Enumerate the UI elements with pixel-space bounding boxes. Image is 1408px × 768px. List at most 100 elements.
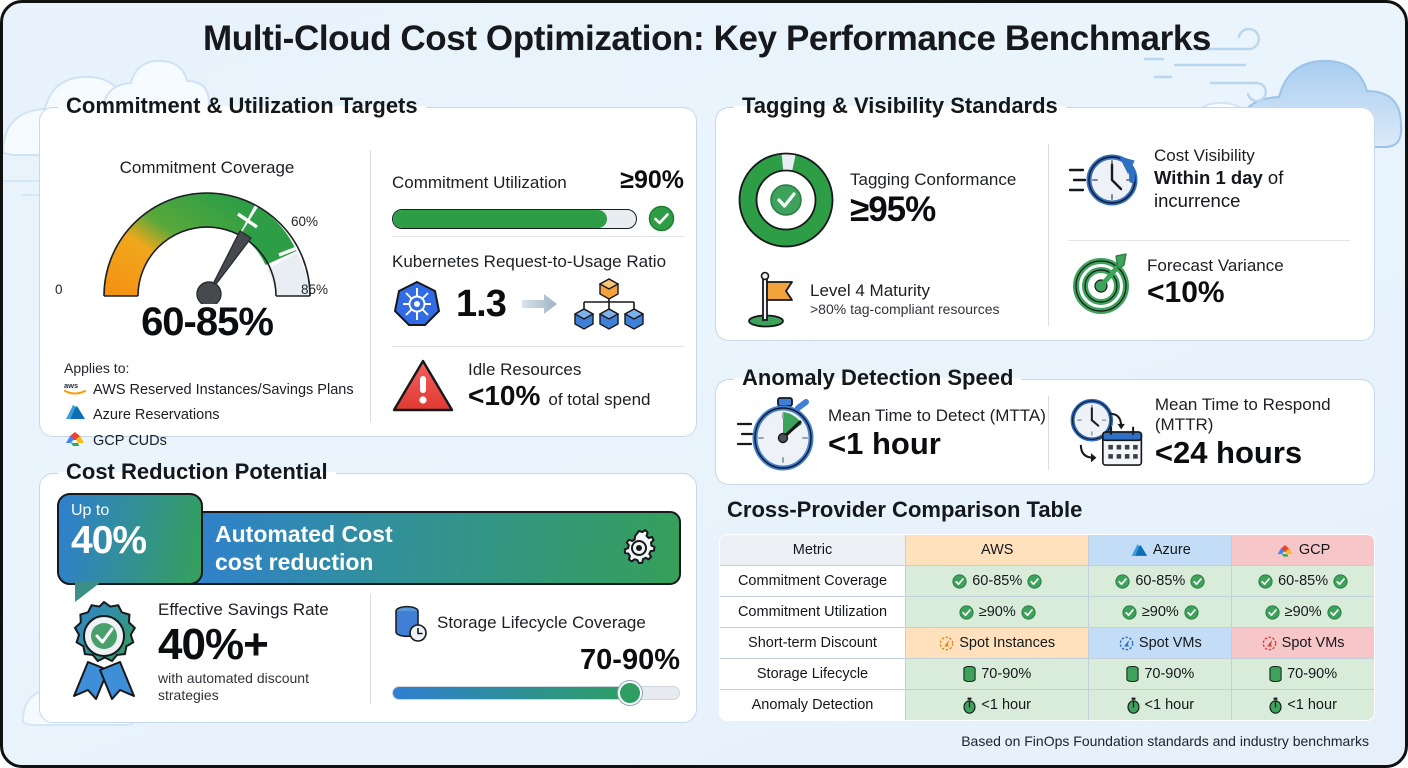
divider-vertical (370, 594, 371, 704)
donut-chart-icon (738, 152, 834, 248)
table-cell-gcp: 70-90% (1231, 658, 1374, 690)
tagging-conformance-block: Tagging Conformance ≥95% (736, 150, 1016, 250)
mtta-block: Mean Time to Detect (MTTA) <1 hour (736, 396, 1046, 472)
commitment-coverage-gauge: 0 60% 85% (55, 184, 357, 307)
table-row: Commitment Coverage 60-85% 60-85% 60-85% (720, 565, 1374, 597)
aws-logo-icon: aws (64, 380, 86, 400)
table-cell-azure: 70-90% (1088, 658, 1233, 690)
table-cell-gcp: 60-85% (1231, 565, 1374, 597)
list-item-label: Azure Reservations (93, 407, 220, 423)
panel-anomaly-detection: Anomaly Detection Speed Mean Time to Det… (715, 365, 1375, 485)
table-header-row: Metric AWS Azure (720, 535, 1374, 566)
divider (1068, 240, 1350, 241)
gauge-block: Commitment Coverage (52, 158, 362, 345)
table-row: Short-term Discount Spot Instances Spot VM… (720, 627, 1374, 659)
table-cell-metric: Anomaly Detection (720, 689, 906, 720)
gauge-value: 60-85% (141, 300, 274, 344)
commitment-utilization-progressbar (392, 208, 637, 229)
callout-up-to-label: Up to (71, 502, 110, 519)
table-cell-metric: Short-term Discount (720, 627, 906, 659)
mttr-value: <24 hours (1154, 435, 1303, 470)
storage-lifecycle-slider[interactable] (392, 681, 680, 705)
table-header-azure: Azure (1088, 535, 1233, 566)
table-header-metric: Metric (720, 535, 906, 566)
list-item: Azure Reservations (64, 404, 354, 426)
flag-icon (748, 271, 793, 328)
tagging-conformance-label: Tagging Conformance (850, 170, 1017, 189)
clock-calendar-icon (1070, 398, 1143, 466)
panel-commitment-title: Commitment & Utilization Targets (58, 93, 426, 119)
cross-provider-comparison-table: Metric AWS Azure (719, 534, 1375, 721)
kubernetes-ratio-value: 1.3 (456, 282, 507, 325)
table-cell-gcp: Spot VMs (1231, 627, 1374, 659)
list-item-label: GCP CUDs (93, 433, 167, 449)
applies-to-block: Applies to: aws AWS Reserved Instances/S… (64, 360, 354, 452)
table-cell-gcp: ≥90% (1231, 596, 1374, 628)
azure-logo-icon (1131, 543, 1148, 556)
page-title-wrap: Multi-Cloud Cost Optimization: Key Perfo… (3, 19, 1405, 59)
table-cell-gcp: <1 hour (1231, 689, 1374, 720)
maturity-block: Level 4 Maturity >80% tag-compliant reso… (740, 270, 1000, 328)
commitment-utilization-value: ≥90% (620, 166, 684, 194)
storage-lifecycle-block: Storage Lifecycle Coverage 70-90% (392, 604, 680, 705)
cost-visibility-value-tail: of (1262, 167, 1284, 188)
table-cell-azure: ≥90% (1088, 596, 1233, 628)
cost-reduction-callout-bubble: Up to 40% (57, 493, 203, 602)
effective-savings-note: with automated discount strategies (158, 670, 309, 703)
table-row: Anomaly Detection <1 hour <1 hour <1 hour (720, 689, 1374, 720)
clock-refresh-icon (1068, 154, 1138, 206)
divider (392, 346, 684, 347)
divider-vertical (1048, 144, 1049, 326)
idle-resources-label: Idle Resources (468, 360, 582, 379)
table-cell-azure: <1 hour (1088, 689, 1233, 720)
callout-line-2: cost reduction (215, 549, 374, 575)
panel-cost-reduction-title: Cost Reduction Potential (58, 459, 336, 485)
applies-to-heading: Applies to: (64, 360, 130, 376)
commitment-utilization-block: Commitment Utilization ≥90% (392, 166, 684, 232)
gear-icon (623, 529, 656, 565)
gcp-logo-icon (64, 430, 86, 452)
panel-tagging-title: Tagging & Visibility Standards (734, 93, 1066, 119)
target-arrow-icon (1073, 253, 1129, 314)
cost-visibility-value-bold: Within 1 day (1154, 167, 1263, 188)
idle-resources-block: Idle Resources <10% of total spend (392, 358, 650, 414)
table-cell-aws: <1 hour (904, 689, 1090, 720)
list-item-label: AWS Reserved Instances/Savings Plans (93, 382, 354, 398)
gauge-caption: Commitment Coverage (119, 158, 295, 177)
gauge-tick-min: 0 (55, 282, 63, 297)
database-clock-icon (395, 605, 427, 642)
table-cell-aws: 60-85% (904, 565, 1090, 597)
kubernetes-icon (393, 280, 441, 326)
table-row: Storage Lifecycle 70-90% 70-90% 70-90% (720, 658, 1374, 690)
warning-triangle-icon (392, 359, 454, 412)
storage-lifecycle-label: Storage Lifecycle Coverage (437, 613, 646, 632)
azure-logo-icon (64, 404, 86, 426)
divider-vertical (1048, 396, 1049, 470)
commitment-utilization-label: Commitment Utilization (392, 173, 567, 192)
forecast-variance-block: Forecast Variance <10% (1072, 252, 1284, 314)
storage-lifecycle-value: 70-90% (580, 644, 680, 676)
forecast-variance-label: Forecast Variance (1147, 256, 1284, 275)
table-header-gcp: GCP (1231, 535, 1374, 566)
check-circle-icon (648, 205, 675, 232)
maturity-label: Level 4 Maturity (810, 281, 930, 300)
list-item: GCP CUDs (64, 430, 354, 452)
table-cell-aws: ≥90% (904, 596, 1090, 628)
table-cell-azure: 60-85% (1088, 565, 1233, 597)
effective-savings-block: Effective Savings Rate 40%+ with automat… (62, 600, 343, 704)
panel-commitment-utilization: Commitment & Utilization Targets Commitm… (39, 93, 697, 449)
cost-visibility-value-line2: incurrence (1154, 190, 1241, 211)
kubernetes-ratio-label: Kubernetes Request-to-Usage Ratio (392, 252, 667, 271)
cost-visibility-block: Cost Visibility Within 1 day of incurren… (1068, 146, 1283, 214)
cost-reduction-callout-bar: Automated Cost cost reduction (173, 511, 681, 585)
forecast-variance-value: <10% (1147, 276, 1225, 309)
page-title: Multi-Cloud Cost Optimization: Key Perfo… (203, 19, 1211, 58)
maturity-note: >80% tag-compliant resources (810, 301, 1000, 317)
arrow-right-icon (521, 294, 557, 314)
mtta-label: Mean Time to Detect (MTTA) (828, 406, 1046, 425)
effective-savings-label: Effective Savings Rate (158, 600, 329, 619)
gauge-tick-mid: 60% (291, 214, 319, 229)
gauge-tick-max: 85% (301, 282, 329, 297)
table-cell-aws: Spot Instances (904, 627, 1090, 659)
